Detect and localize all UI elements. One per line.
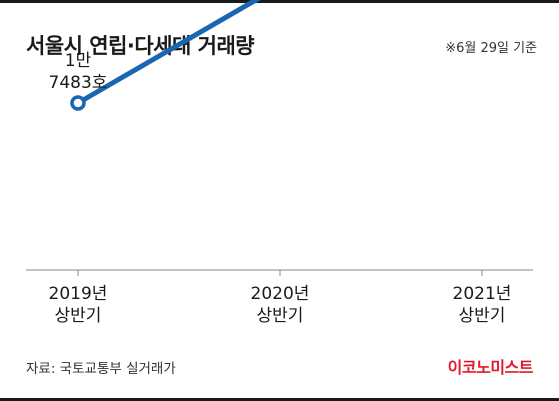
x-tick-label: 2020년	[251, 284, 310, 304]
x-axis-ticks	[77, 270, 483, 276]
data-label: 7483호	[49, 73, 108, 93]
data-label: 1만	[65, 51, 92, 71]
x-tick-label: 2019년	[49, 284, 108, 304]
data-labels: 1만7483호2만9739호3만842호	[49, 51, 108, 93]
x-tick-label: 상반기	[257, 306, 304, 326]
x-tick-label: 2021년	[453, 284, 512, 304]
date-note: ※6월 29일 기준	[445, 41, 537, 56]
series-line	[75, 0, 261, 106]
chart-title: 서울시 연립·다세대 거래량	[26, 34, 255, 58]
bottom-rule	[0, 398, 559, 401]
publisher-logo: 이코노미스트	[447, 358, 534, 377]
x-tick-label: 상반기	[55, 306, 102, 326]
x-tick-label: 상반기	[459, 306, 506, 326]
data-point-marker	[70, 95, 86, 111]
data-markers	[70, 95, 86, 111]
top-rule	[0, 0, 559, 3]
source-note: 자료: 국토교통부 실거래가	[26, 361, 176, 377]
